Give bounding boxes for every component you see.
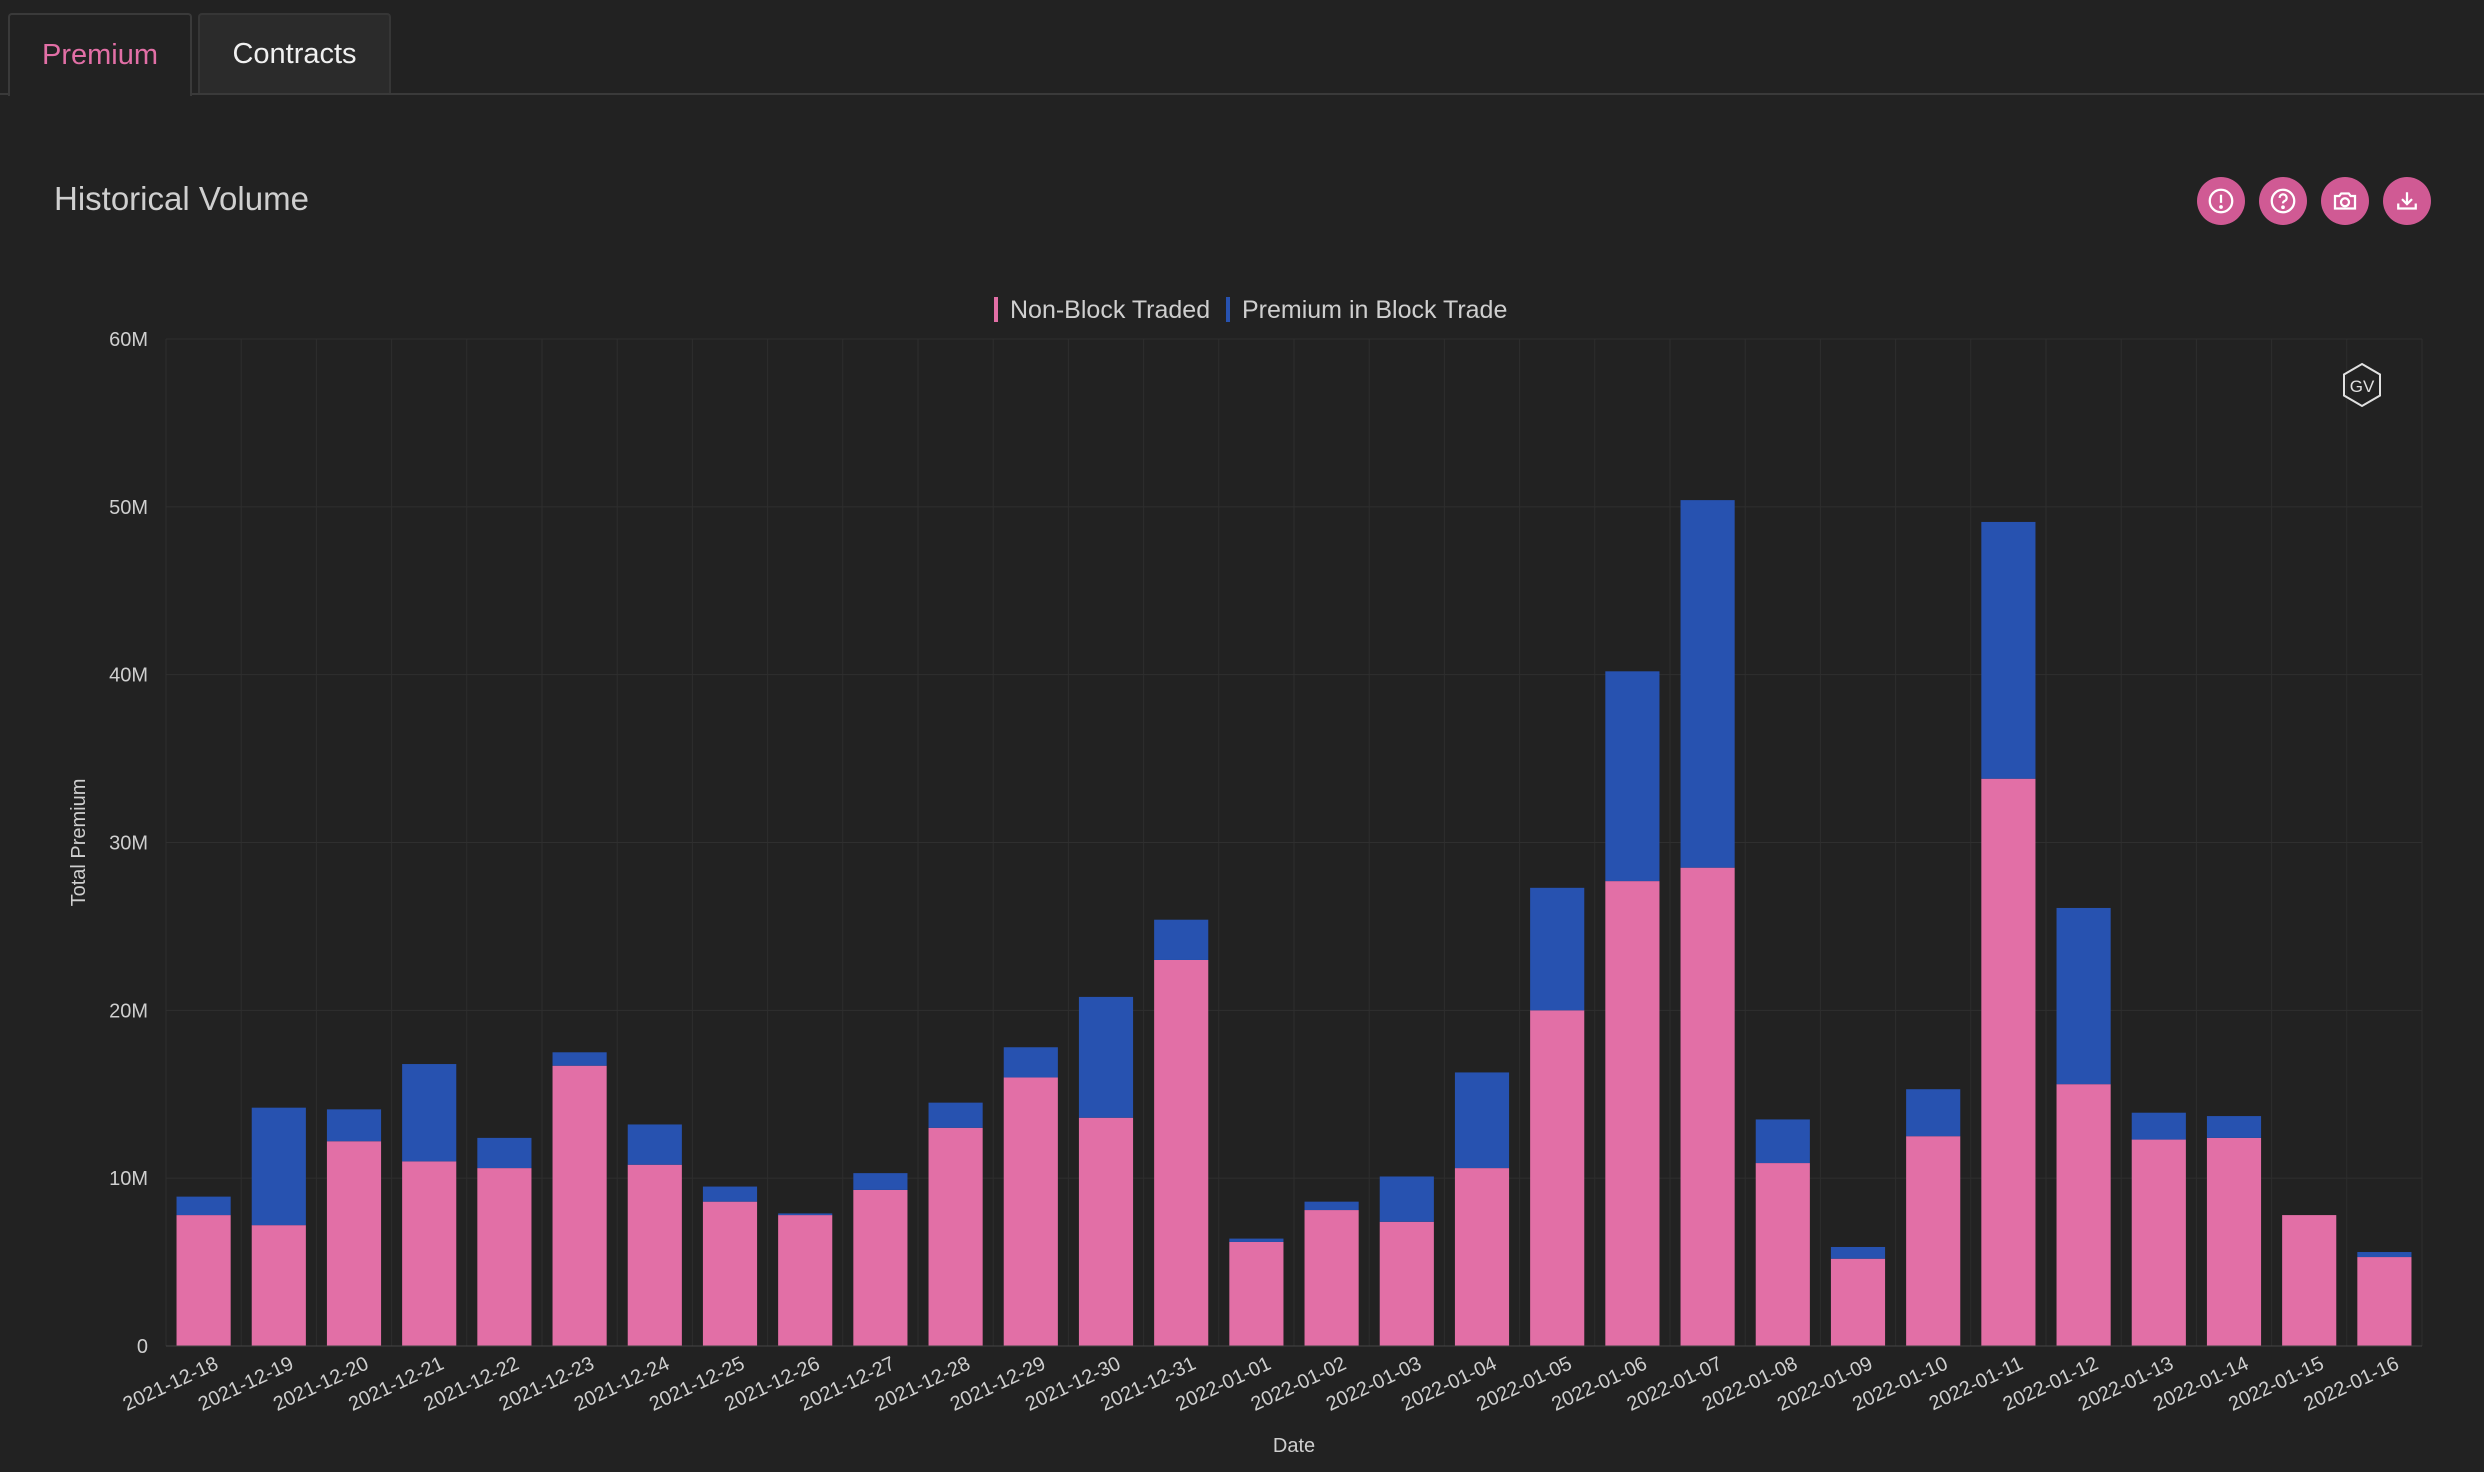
bar-non-block [1304, 1210, 1359, 1346]
x-axis-title: Date [1273, 1435, 1315, 1457]
bar-non-block [702, 1201, 758, 1346]
bar-non-block [402, 1161, 457, 1346]
bar-non-block [2282, 1215, 2337, 1346]
bar-block-trade [853, 1173, 908, 1190]
bar-block-trade [627, 1124, 682, 1165]
bar-block-trade [1906, 1089, 1961, 1137]
bar-block-trade [1003, 1047, 1058, 1078]
bar-block-trade [402, 1064, 457, 1162]
bar-non-block [251, 1225, 306, 1346]
screenshot-button[interactable] [2321, 177, 2369, 225]
bar-non-block [1003, 1077, 1058, 1346]
bar-block-trade [477, 1137, 532, 1169]
bar-non-block [1454, 1168, 1510, 1346]
bar-block-trade [1755, 1119, 1810, 1164]
bar-block-trade [2206, 1116, 2262, 1138]
legend-swatch-non-block [994, 297, 998, 322]
legend-label-block: Premium in Block Trade [1242, 296, 1507, 324]
bar-block-trade [702, 1186, 758, 1202]
bar-block-trade [2357, 1252, 2412, 1258]
bar-block-trade [1830, 1246, 1886, 1259]
chart-bars [176, 500, 2412, 1346]
bar-block-trade [1229, 1238, 1284, 1242]
bar-non-block [1605, 881, 1660, 1346]
bar-non-block [2206, 1137, 2262, 1346]
bar-non-block [1530, 1010, 1585, 1346]
y-tick-label: 10M [109, 1168, 148, 1190]
bar-non-block [1906, 1136, 1961, 1346]
bar-non-block [1830, 1258, 1886, 1346]
info-icon [2208, 188, 2234, 214]
bar-block-trade [1454, 1072, 1510, 1169]
bar-non-block [1154, 959, 1209, 1346]
chart-legend[interactable]: Non-Block Traded Premium in Block Trade [994, 296, 1507, 324]
camera-icon [2333, 192, 2357, 210]
watermark-logo: GV [2343, 362, 2381, 408]
bar-block-trade [1605, 671, 1660, 882]
bar-block-trade [1680, 500, 1735, 868]
bar-block-trade [1530, 887, 1585, 1011]
bar-block-trade [1078, 996, 1134, 1118]
legend-label-non-block: Non-Block Traded [1010, 296, 1210, 324]
help-button[interactable] [2259, 177, 2307, 225]
bar-non-block [552, 1065, 607, 1346]
bar-non-block [627, 1164, 682, 1346]
y-tick-label: 60M [109, 329, 148, 351]
bar-non-block [2056, 1084, 2111, 1346]
info-button[interactable] [2197, 177, 2245, 225]
bar-block-trade [251, 1107, 306, 1226]
y-tick-label: 40M [109, 665, 148, 687]
bar-block-trade [176, 1196, 231, 1216]
download-button[interactable] [2383, 177, 2431, 225]
y-axis-title: Total Premium [68, 779, 90, 907]
tab-bar: Premium Contracts [0, 0, 2484, 96]
bar-block-trade [1981, 521, 2036, 779]
bar-non-block [1229, 1241, 1284, 1346]
bar-block-trade [552, 1052, 607, 1066]
tab-contracts[interactable]: Contracts [198, 13, 391, 93]
bar-non-block [1078, 1117, 1134, 1346]
bar-block-trade [1379, 1176, 1434, 1222]
legend-swatch-block [1226, 297, 1230, 322]
y-tick-label: 20M [109, 1000, 148, 1022]
bar-non-block [853, 1189, 908, 1346]
bar-non-block [326, 1141, 382, 1346]
bar-block-trade [1154, 919, 1209, 960]
download-icon [2397, 192, 2417, 210]
bar-block-trade [778, 1213, 833, 1216]
watermark-text: GV [2350, 377, 2375, 396]
y-tick-label: 50M [109, 497, 148, 519]
bar-block-trade [2131, 1112, 2186, 1140]
bar-non-block [477, 1168, 532, 1346]
bar-block-trade [326, 1109, 382, 1142]
bar-non-block [1379, 1221, 1434, 1346]
bar-non-block [928, 1127, 983, 1346]
bar-non-block [2131, 1139, 2186, 1346]
bar-non-block [1680, 867, 1735, 1346]
y-tick-label: 0 [137, 1336, 148, 1358]
bar-block-trade [928, 1102, 983, 1128]
bar-non-block [1981, 778, 2036, 1346]
help-icon [2270, 188, 2296, 214]
bar-non-block [778, 1215, 833, 1346]
bar-non-block [2357, 1257, 2412, 1346]
chart-title: Historical Volume [54, 180, 309, 217]
tab-premium[interactable]: Premium [8, 13, 192, 96]
bar-block-trade [1304, 1201, 1359, 1211]
bar-block-trade [2056, 907, 2111, 1085]
bar-non-block [1755, 1163, 1810, 1346]
y-tick-label: 30M [109, 833, 148, 855]
bar-non-block [176, 1215, 231, 1346]
